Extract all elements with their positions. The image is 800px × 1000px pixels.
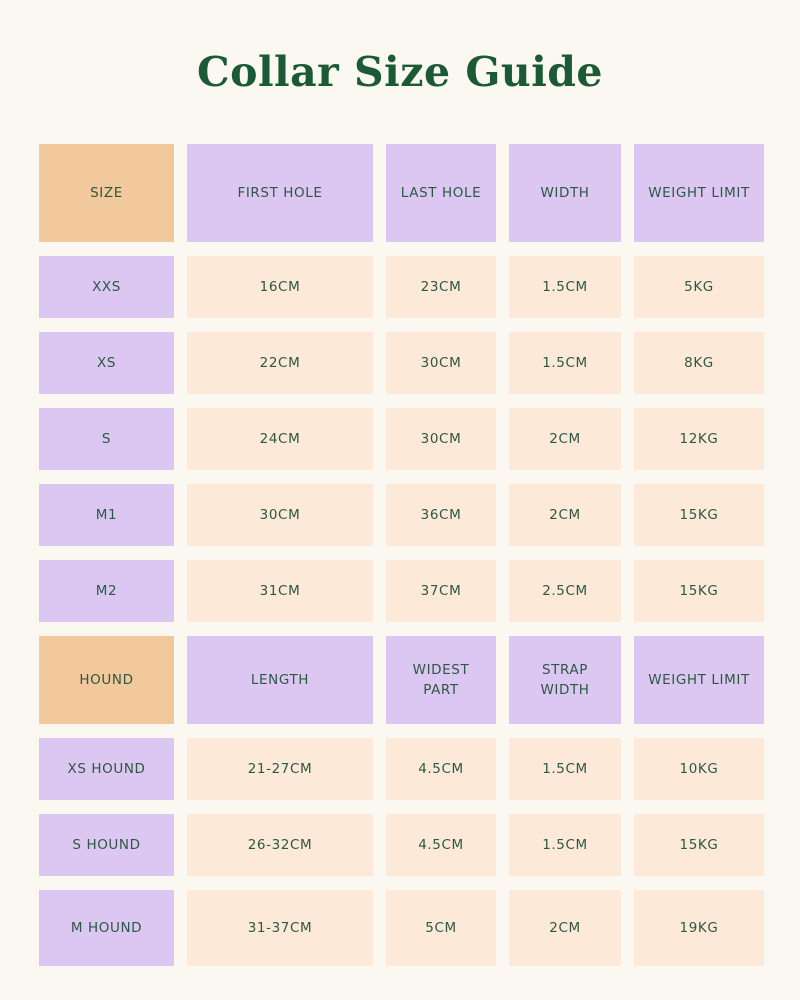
- value-cell-m2-last-hole: 37CM: [386, 560, 496, 622]
- size-cell-xs: XS: [39, 332, 174, 394]
- value-cell-m-hound-widest-part: 5CM: [386, 890, 496, 966]
- value-cell-m-hound-weight-limit: 19KG: [634, 890, 764, 966]
- value-cell-xxs-last-hole: 23CM: [386, 256, 496, 318]
- value-cell-xxs-first-hole: 16CM: [187, 256, 373, 318]
- size-cell-s-hound: S HOUND: [39, 814, 174, 876]
- size-cell-m-hound: M HOUND: [39, 890, 174, 966]
- value-cell-s-hound-strap-width: 1.5CM: [509, 814, 621, 876]
- header-cell-hound: HOUND: [39, 636, 174, 724]
- header-cell-size: SIZE: [39, 144, 174, 242]
- value-cell-xs-hound-length: 21-27CM: [187, 738, 373, 800]
- value-cell-s-width: 2CM: [509, 408, 621, 470]
- value-cell-m1-width: 2CM: [509, 484, 621, 546]
- header-cell-hound-weight-limit: WEIGHT LIMIT: [634, 636, 764, 724]
- value-cell-m-hound-strap-width: 2CM: [509, 890, 621, 966]
- value-cell-s-hound-length: 26-32CM: [187, 814, 373, 876]
- header-cell-weight-limit: WEIGHT LIMIT: [634, 144, 764, 242]
- value-cell-xxs-width: 1.5CM: [509, 256, 621, 318]
- value-cell-xs-weight-limit: 8KG: [634, 332, 764, 394]
- size-cell-xxs: XXS: [39, 256, 174, 318]
- size-table: SIZE FIRST HOLE LAST HOLE WIDTH WEIGHT L…: [39, 144, 764, 966]
- value-cell-s-hound-weight-limit: 15KG: [634, 814, 764, 876]
- header-cell-last-hole: LAST HOLE: [386, 144, 496, 242]
- value-cell-m1-weight-limit: 15KG: [634, 484, 764, 546]
- value-cell-m1-last-hole: 36CM: [386, 484, 496, 546]
- value-cell-xs-hound-widest-part: 4.5CM: [386, 738, 496, 800]
- header-cell-strap-width: STRAP WIDTH: [509, 636, 621, 724]
- header-cell-widest-part: WIDEST PART: [386, 636, 496, 724]
- page-title: Collar Size Guide: [196, 48, 604, 96]
- value-cell-xxs-weight-limit: 5KG: [634, 256, 764, 318]
- value-cell-m1-first-hole: 30CM: [187, 484, 373, 546]
- value-cell-xs-width: 1.5CM: [509, 332, 621, 394]
- value-cell-xs-hound-weight-limit: 10KG: [634, 738, 764, 800]
- value-cell-xs-last-hole: 30CM: [386, 332, 496, 394]
- value-cell-s-last-hole: 30CM: [386, 408, 496, 470]
- value-cell-m-hound-length: 31-37CM: [187, 890, 373, 966]
- value-cell-m2-width: 2.5CM: [509, 560, 621, 622]
- value-cell-s-hound-widest-part: 4.5CM: [386, 814, 496, 876]
- header-cell-length: LENGTH: [187, 636, 373, 724]
- size-cell-m2: M2: [39, 560, 174, 622]
- value-cell-s-weight-limit: 12KG: [634, 408, 764, 470]
- header-cell-width: WIDTH: [509, 144, 621, 242]
- value-cell-m2-weight-limit: 15KG: [634, 560, 764, 622]
- header-cell-first-hole: FIRST HOLE: [187, 144, 373, 242]
- size-cell-s: S: [39, 408, 174, 470]
- value-cell-m2-first-hole: 31CM: [187, 560, 373, 622]
- value-cell-xs-first-hole: 22CM: [187, 332, 373, 394]
- size-cell-xs-hound: XS HOUND: [39, 738, 174, 800]
- size-cell-m1: M1: [39, 484, 174, 546]
- value-cell-xs-hound-strap-width: 1.5CM: [509, 738, 621, 800]
- value-cell-s-first-hole: 24CM: [187, 408, 373, 470]
